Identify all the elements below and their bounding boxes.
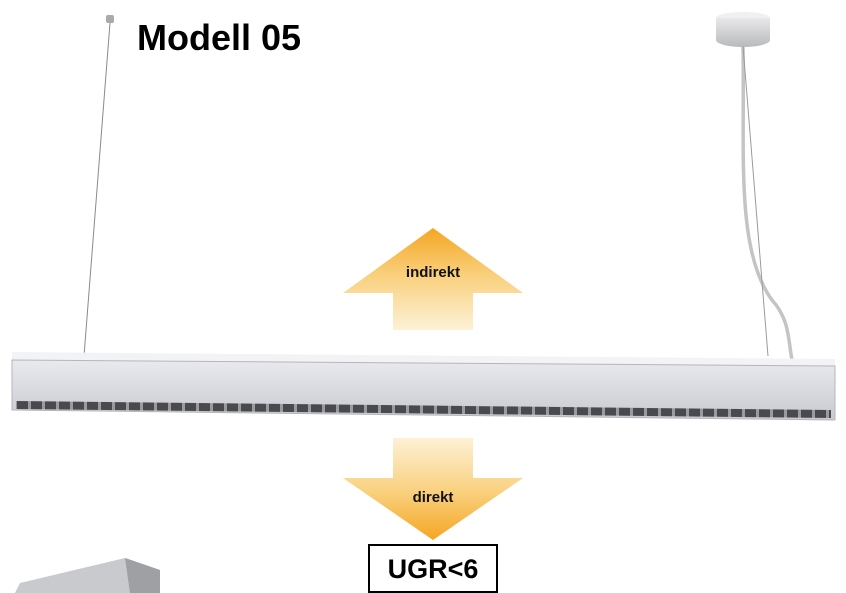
- wire-clamp: [106, 15, 114, 23]
- canopy: [716, 18, 770, 47]
- cable: [743, 46, 792, 360]
- page: {"header": {"title": "Modell 05"}, "labe…: [0, 0, 846, 593]
- label-direkt: direkt: [413, 489, 454, 506]
- title: Modell 05: [137, 17, 301, 58]
- luminaire-detail-side: [125, 558, 160, 593]
- product-illustration: indirekt direkt UGR<6 Modell 05: [0, 0, 846, 593]
- wire: [84, 23, 110, 356]
- label-indirekt: indirekt: [406, 264, 460, 281]
- ugr-label: UGR<6: [388, 554, 479, 584]
- wire: [743, 46, 768, 356]
